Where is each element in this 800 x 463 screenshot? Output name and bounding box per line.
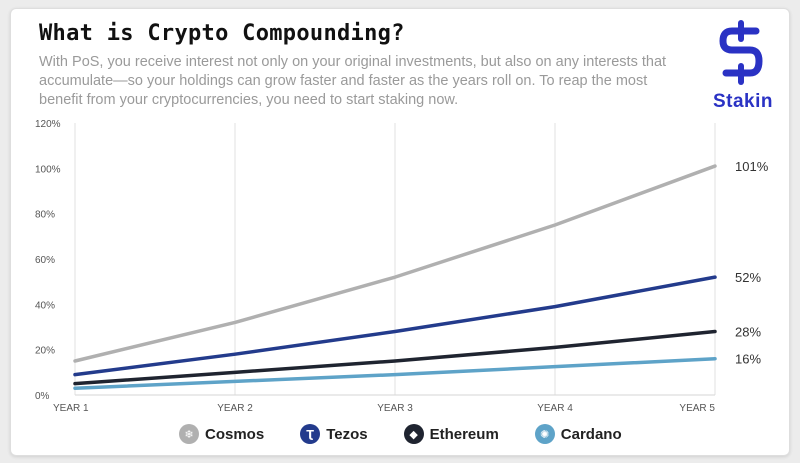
- legend-item-cardano: ✺ Cardano: [534, 424, 622, 444]
- y-tick-label: 20%: [35, 346, 55, 357]
- y-tick-label: 40%: [35, 300, 55, 311]
- legend-label: Cardano: [560, 425, 622, 443]
- series-line-cardano: [73, 356, 717, 390]
- stakin-s-logo-icon: [719, 20, 763, 85]
- legend-label: Cosmos: [205, 425, 265, 443]
- brand-name: Stakin: [712, 91, 774, 112]
- page-title: What is Crypto Compounding?: [39, 21, 405, 46]
- y-tick-label: 60%: [35, 255, 55, 266]
- cosmos-atom-icon: ❄: [179, 424, 199, 444]
- y-tick-label: 120%: [35, 119, 61, 130]
- x-tick-label: YEAR 2: [217, 403, 253, 414]
- legend-item-ethereum: ◆ Ethereum: [403, 424, 499, 444]
- y-tick-label: 0%: [35, 391, 50, 402]
- end-label-ethereum: 28%: [735, 325, 761, 340]
- x-tick-label: YEAR 4: [537, 403, 573, 414]
- series-line-ethereum: [73, 329, 717, 386]
- stakin-logo: Stakin: [703, 19, 783, 123]
- page-subtitle: With PoS, you receive interest not only …: [39, 54, 667, 108]
- y-tick-label: 80%: [35, 210, 55, 221]
- line-chart: 0% 20% 40% 60% 80% 100% 120% YEAR 1 YEAR 2 YEAR 3…: [35, 119, 769, 414]
- series-line-cosmos: [73, 164, 717, 363]
- y-tick-label: 100%: [35, 164, 61, 175]
- series-line-tezos: [73, 275, 717, 377]
- x-tick-label: YEAR 1: [53, 403, 89, 414]
- cardano-icon: ✺: [534, 424, 555, 444]
- chart-legend: ❄ Cosmos Ʈ Tezos ◆ Ethereum ✺ Cardano: [179, 421, 658, 447]
- end-label-cardano: 16%: [735, 352, 761, 367]
- ethereum-icon: ◆: [403, 424, 424, 444]
- x-tick-label: YEAR 5: [679, 403, 715, 414]
- x-tick-label: YEAR 3: [377, 403, 413, 414]
- legend-item-tezos: Ʈ Tezos: [300, 424, 368, 444]
- end-label-tezos: 52%: [735, 270, 761, 285]
- legend-label: Tezos: [326, 425, 368, 443]
- legend-label: Ethereum: [429, 425, 499, 443]
- tezos-icon: Ʈ: [300, 424, 321, 444]
- end-label-cosmos: 101%: [735, 159, 769, 174]
- legend-item-cosmos: ❄ Cosmos: [179, 424, 264, 444]
- chart-card: What is Crypto Compounding? With PoS, yo…: [10, 8, 790, 456]
